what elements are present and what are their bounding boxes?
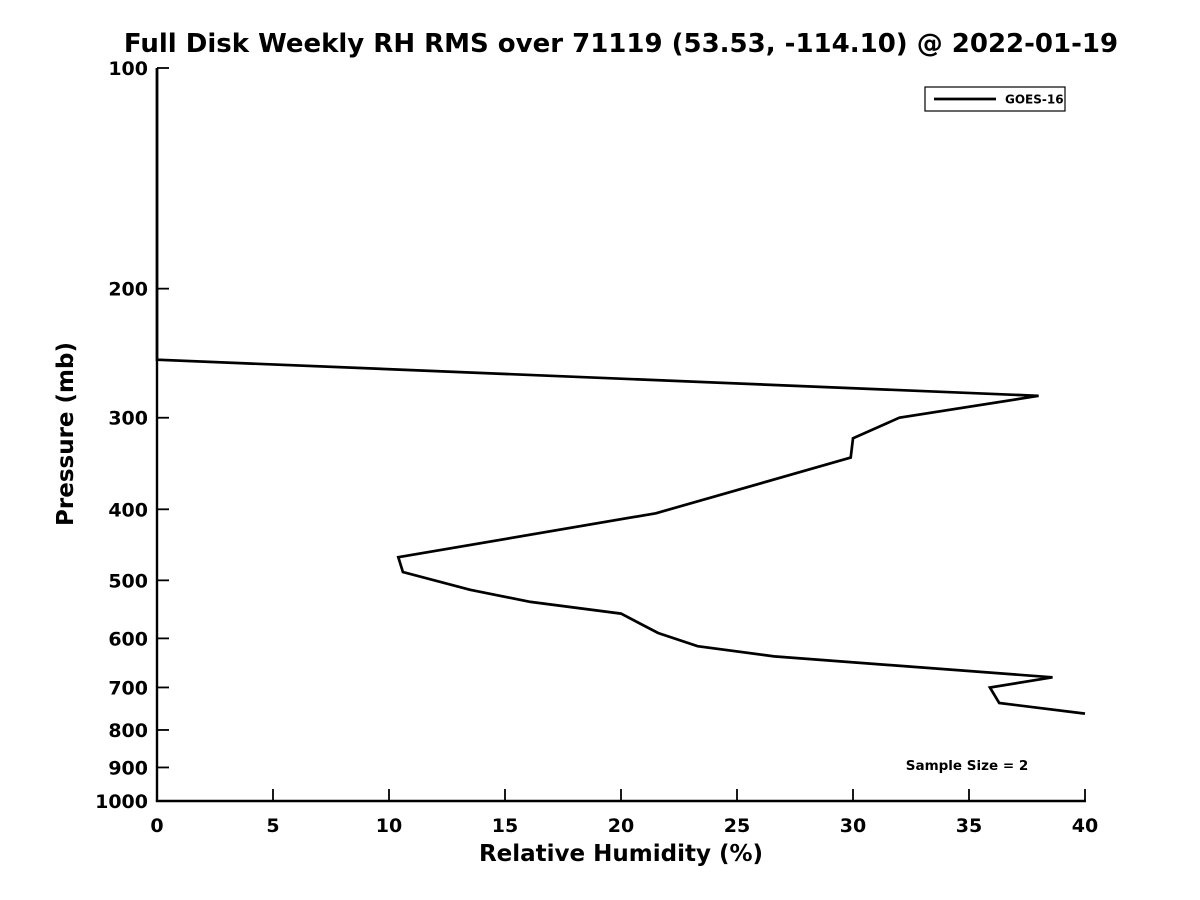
- x-tick-label: 0: [150, 815, 163, 837]
- y-tick-label: 400: [108, 499, 148, 521]
- x-tick-label: 20: [608, 815, 634, 837]
- y-tick-label: 800: [108, 720, 148, 742]
- y-tick-label: 900: [108, 757, 148, 779]
- sample-size-annotation: Sample Size = 2: [906, 758, 1029, 774]
- legend-entry-label: GOES-16: [1005, 93, 1064, 107]
- y-tick-label: 500: [108, 570, 148, 592]
- y-tick-label: 100: [108, 58, 148, 80]
- x-tick-label: 10: [376, 815, 402, 837]
- y-axis-label: Pressure (mb): [53, 342, 79, 526]
- data-series: [155, 68, 1086, 715]
- x-tick-label: 5: [266, 815, 279, 837]
- y-tick-label: 600: [108, 628, 148, 650]
- legend: GOES-16: [924, 86, 1066, 112]
- rh-rms-line: [155, 68, 1086, 715]
- y-tick-label: 700: [108, 677, 148, 699]
- x-tick-label: 15: [492, 815, 518, 837]
- x-tick-label: 25: [724, 815, 750, 837]
- x-tick-label: 40: [1072, 815, 1098, 837]
- x-axis-label: Relative Humidity (%): [479, 841, 763, 867]
- axes: 0 5 10 15 20 25 30 35 40 100 200 300 400 500 600 700 800…: [95, 58, 1098, 837]
- x-tick-label: 30: [840, 815, 866, 837]
- y-tick-label: 200: [108, 279, 148, 301]
- y-tick-label: 1000: [95, 791, 148, 813]
- y-tick-label: 300: [108, 408, 148, 430]
- x-tick-label: 35: [956, 815, 982, 837]
- chart-title: Full Disk Weekly RH RMS over 71119 (53.5…: [124, 29, 1118, 59]
